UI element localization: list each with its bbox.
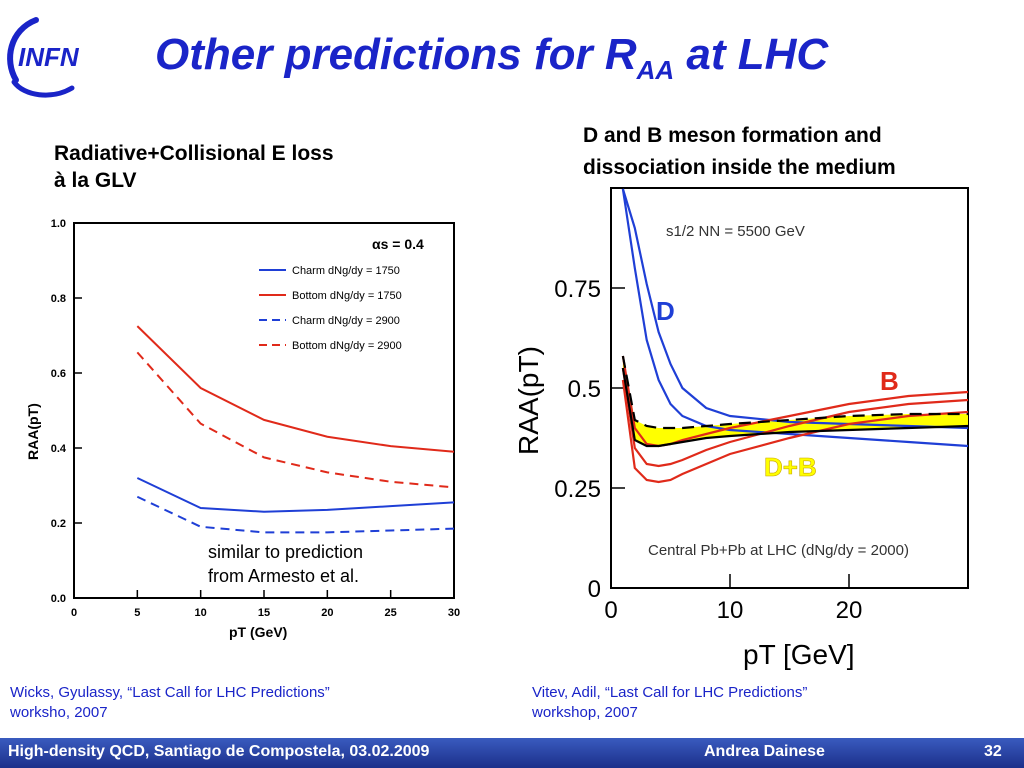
left-x-tick-label-4: 20	[321, 607, 333, 619]
right-chart: 0 0.25 0.5 0.75 0 10 20 s1/2 NN = 5500 GeV Ce…	[513, 187, 969, 670]
page-number: 32	[984, 743, 1002, 760]
slide-title: Other predictions for RAA at LHC	[155, 30, 828, 86]
right-y-tick-label-0: 0	[588, 576, 601, 603]
right-x-tick-label-2: 20	[836, 597, 863, 624]
left-chart: 0.0 0.2 0.4 0.6 0.8 1.0 0 5 10 15 20 25 30 Charm dN…	[25, 218, 460, 640]
right-y-tick-label-1: 0.25	[554, 476, 601, 503]
reference-left-line-2: worksho, 2007	[10, 704, 108, 721]
left-x-tick-label-1: 5	[134, 607, 140, 619]
left-series-line-2	[136, 495, 455, 534]
left-caption: Radiative+Collisional E loss à la GLV	[54, 140, 454, 194]
reference-left-line-1: Wicks, Gyulassy, “Last Call for LHC Pred…	[10, 684, 330, 701]
reference-right-line-1: Vitev, Adil, “Last Call for LHC Predicti…	[532, 684, 808, 701]
footer-bar: High-density QCD, Santiago de Compostela…	[0, 738, 1024, 768]
right-x-tick-label-1: 10	[717, 597, 744, 624]
label-d: D	[656, 296, 675, 326]
right-annotation-centrality: Central Pb+Pb at LHC (dNg/dy = 2000)	[648, 542, 909, 559]
left-y-tick-label-3: 0.6	[51, 368, 66, 380]
left-legend-label-1: Bottom dNg/dy = 1750	[292, 290, 402, 302]
title-main: Other predictions for R	[155, 30, 637, 79]
left-legend-label-0: Charm dNg/dy = 1750	[292, 265, 400, 277]
reference-left: Wicks, Gyulassy, “Last Call for LHC Pred…	[10, 683, 330, 723]
right-caption-line-1: D and B meson formation and	[583, 124, 882, 147]
right-plot-frame	[610, 187, 969, 589]
left-y-tick-label-2: 0.4	[51, 443, 67, 455]
title-suffix: at LHC	[674, 30, 829, 79]
left-x-tick-label-3: 15	[258, 607, 270, 619]
left-note: similar to prediction from Armesto et al…	[206, 540, 366, 588]
right-series-line-3	[621, 367, 969, 468]
left-legend-label-2: Charm dNg/dy = 2900	[292, 315, 400, 327]
left-y-tick-label-1: 0.2	[51, 518, 66, 530]
right-series-line-0	[621, 188, 969, 430]
logo-text: INFN	[18, 42, 80, 72]
reference-right: Vitev, Adil, “Last Call for LHC Predicti…	[532, 683, 807, 723]
right-series-line-4	[621, 379, 969, 484]
right-y-tick-label-3: 0.75	[554, 276, 601, 303]
footer-author: Andrea Dainese	[704, 743, 825, 760]
footer-conference: High-density QCD, Santiago de Compostela…	[8, 743, 430, 760]
left-plot-frame	[73, 222, 455, 599]
left-x-tick-label-2: 10	[195, 607, 207, 619]
right-x-axis-label: pT [GeV]	[743, 639, 855, 670]
infn-logo: INFN	[7, 17, 80, 98]
left-annotation-alpha: αs = 0.4	[372, 236, 424, 252]
left-x-tick-label-0: 0	[71, 607, 77, 619]
label-b: B	[880, 366, 899, 396]
left-legend-label-3: Bottom dNg/dy = 2900	[292, 340, 402, 352]
left-series-line-3	[136, 351, 455, 489]
left-y-tick-label-4: 0.8	[51, 293, 66, 305]
right-series-line-5	[621, 355, 968, 430]
label-d-plus-b: D+B	[764, 452, 817, 482]
left-y-tick-label-0: 0.0	[51, 593, 66, 605]
right-x-tick-label-0: 0	[604, 597, 617, 624]
right-caption: D and B meson formation and dissociation…	[583, 120, 1023, 184]
right-series-line-1	[621, 188, 969, 448]
left-note-line-1: similar to prediction	[208, 542, 364, 562]
right-annotation-sqrt-s: s1/2 NN = 5500 GeV	[666, 223, 805, 240]
right-series-line-6	[621, 367, 969, 448]
right-y-axis-label: RAA(pT)	[513, 346, 544, 455]
left-y-tick-label-5: 1.0	[51, 218, 66, 230]
left-note-line-2: from Armesto et al.	[208, 566, 360, 586]
right-caption-line-2: dissociation inside the medium	[583, 156, 896, 179]
right-y-tick-label-2: 0.5	[568, 376, 601, 403]
right-band-d-plus-b	[622, 356, 968, 446]
left-caption-line-2: à la GLV	[54, 169, 137, 192]
title-sub: AA	[636, 54, 675, 85]
right-series-line-2	[621, 355, 969, 448]
left-caption-line-1: Radiative+Collisional E loss	[54, 142, 334, 165]
left-series-line-1	[136, 325, 455, 453]
left-x-tick-label-5: 25	[385, 607, 397, 619]
left-x-axis-label: pT (GeV)	[229, 624, 287, 640]
left-series-line-0	[136, 477, 455, 513]
left-y-axis-label: RAA(pT)	[25, 403, 41, 460]
reference-right-line-2: workshop, 2007	[532, 704, 638, 721]
left-x-tick-label-6: 30	[448, 607, 460, 619]
